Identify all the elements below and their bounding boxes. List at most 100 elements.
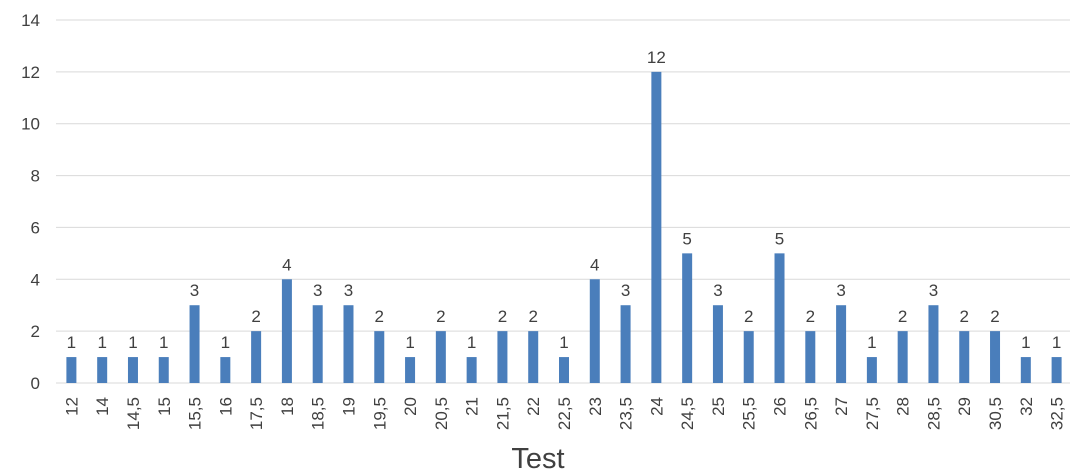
data-label: 1 [559, 333, 568, 352]
x-tick-label: 20 [401, 397, 420, 416]
x-tick-label: 27 [832, 397, 851, 416]
x-tick-label: 24,5 [678, 397, 697, 430]
bar [866, 357, 877, 383]
bar [281, 279, 292, 383]
x-tick-label: 19 [339, 397, 358, 416]
x-tick-label: 18,5 [309, 397, 328, 430]
bar [127, 357, 138, 383]
bar [682, 253, 693, 383]
data-label: 3 [836, 281, 845, 300]
x-tick-label: 21,5 [493, 397, 512, 430]
bar [774, 253, 785, 383]
bars [66, 71, 1062, 383]
data-label: 5 [682, 229, 691, 248]
bar [928, 305, 939, 383]
bar [712, 305, 723, 383]
x-tick-label: 17,5 [247, 397, 266, 430]
x-tick-label: 23 [586, 397, 605, 416]
y-tick-label: 14 [21, 11, 40, 30]
data-label: 1 [405, 333, 414, 352]
data-label: 1 [1021, 333, 1030, 352]
y-tick-label: 8 [31, 167, 40, 186]
y-tick-label: 2 [31, 322, 40, 341]
y-tick-label: 6 [31, 218, 40, 237]
y-tick-label: 0 [31, 374, 40, 393]
bar [220, 357, 231, 383]
data-label: 1 [67, 333, 76, 352]
x-tick-label: 21 [463, 397, 482, 416]
data-label: 2 [375, 307, 384, 326]
bar [66, 357, 77, 383]
data-label: 2 [744, 307, 753, 326]
data-label: 2 [806, 307, 815, 326]
x-tick-label: 23,5 [617, 397, 636, 430]
bar [343, 305, 354, 383]
data-label: 12 [647, 48, 666, 67]
bar [1051, 357, 1062, 383]
data-label: 2 [990, 307, 999, 326]
data-label: 2 [898, 307, 907, 326]
bar [251, 331, 262, 383]
bar [97, 357, 108, 383]
x-tick-label: 32 [1017, 397, 1036, 416]
bar [805, 331, 816, 383]
x-tick-label: 28 [894, 397, 913, 416]
data-label: 3 [190, 281, 199, 300]
bar [189, 305, 200, 383]
bar [374, 331, 385, 383]
bar [836, 305, 847, 383]
data-label: 1 [159, 333, 168, 352]
x-tick-label: 26 [771, 397, 790, 416]
data-label: 3 [929, 281, 938, 300]
x-tick-label: 28,5 [924, 397, 943, 430]
gridlines [56, 19, 1070, 384]
x-tick-label: 26,5 [801, 397, 820, 430]
bar [312, 305, 323, 383]
bar [651, 71, 662, 383]
x-tick-label: 25 [709, 397, 728, 416]
data-label: 2 [251, 307, 260, 326]
x-tick-label: 15,5 [186, 397, 205, 430]
x-tick-label: 18 [278, 397, 297, 416]
bar [158, 357, 169, 383]
bar [1020, 357, 1031, 383]
bar [589, 279, 600, 383]
x-tick-label: 20,5 [432, 397, 451, 430]
bar [559, 357, 569, 383]
x-tick-label: 15 [155, 397, 174, 416]
x-tick-label: 16 [216, 397, 235, 416]
data-label: 1 [128, 333, 137, 352]
y-axis-tick-labels: 0 2 4 6 8 10 12 14 [21, 11, 40, 393]
data-label: 2 [528, 307, 537, 326]
bar [528, 331, 539, 383]
x-tick-label: 32,5 [1048, 397, 1067, 430]
data-label: 1 [221, 333, 230, 352]
x-tick-label: 12 [62, 397, 81, 416]
x-tick-label: 22 [524, 397, 543, 416]
x-tick-label: 29 [955, 397, 974, 416]
bar [990, 331, 1001, 383]
bar [620, 305, 631, 383]
x-tick-label: 19,5 [370, 397, 389, 430]
data-label: 3 [344, 281, 353, 300]
y-tick-label: 12 [21, 63, 40, 82]
bar [405, 357, 416, 383]
x-tick-label: 25,5 [740, 397, 759, 430]
x-axis-title: Test [511, 443, 564, 474]
data-label: 1 [97, 333, 106, 352]
x-tick-label: 22,5 [555, 397, 574, 430]
x-tick-label: 30,5 [986, 397, 1005, 430]
x-axis-tick-labels: 12 14 14,5 15 15,5 16 17,5 18 18,5 19 19,5 20 20,5 21… [62, 397, 1066, 430]
y-tick-label: 4 [31, 270, 40, 289]
x-tick-label: 14,5 [124, 397, 143, 430]
data-label: 4 [282, 255, 291, 274]
bar [497, 331, 508, 383]
data-label: 2 [498, 307, 507, 326]
data-label: 3 [621, 281, 630, 300]
x-tick-label: 27,5 [863, 397, 882, 430]
bar [959, 331, 970, 383]
x-tick-label: 14 [93, 397, 112, 416]
data-label: 2 [960, 307, 969, 326]
